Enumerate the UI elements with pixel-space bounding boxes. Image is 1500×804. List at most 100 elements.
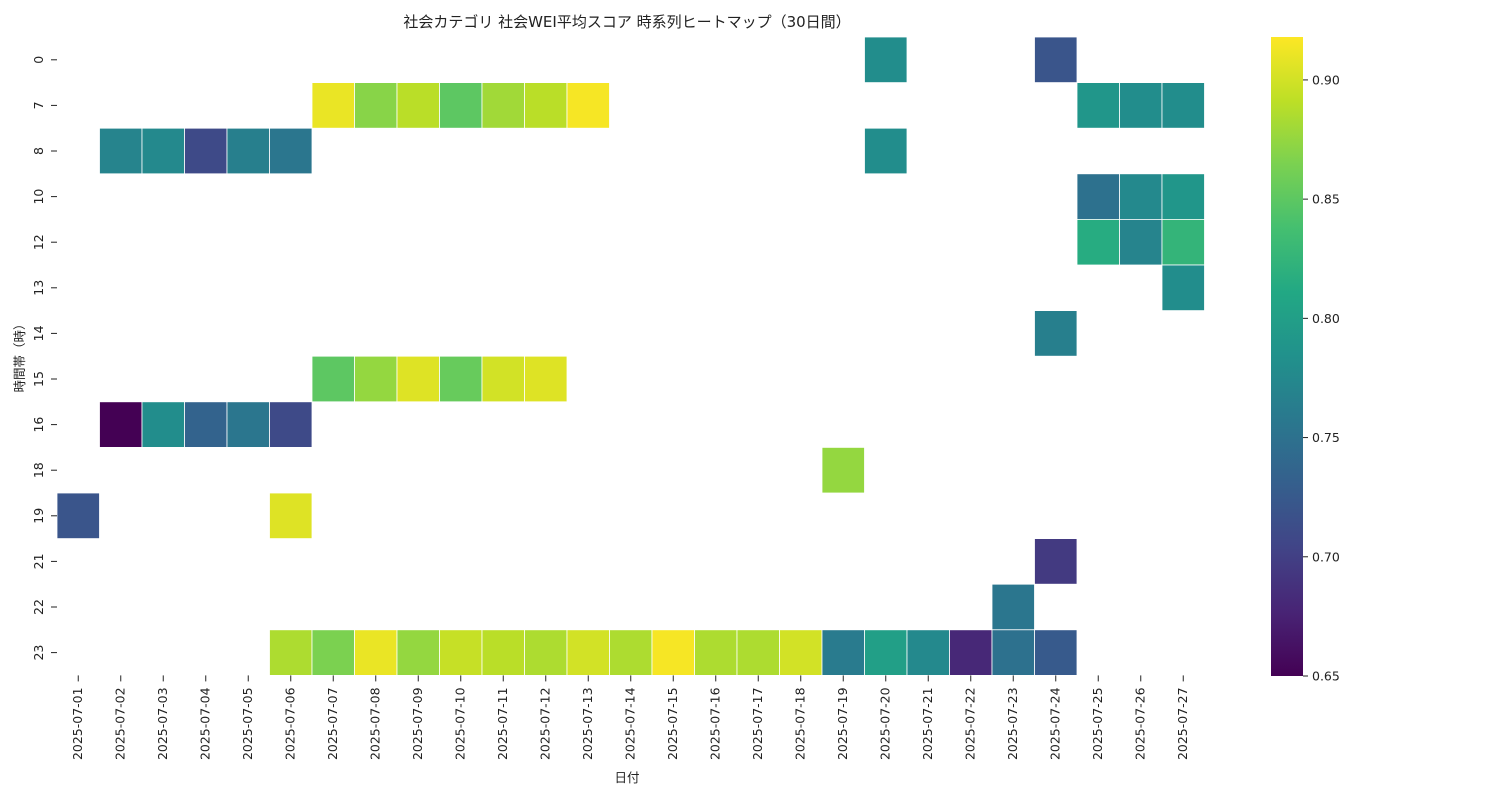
heatmap-cell [311, 355, 355, 403]
x-tick-label: 2025-07-09 [410, 687, 425, 760]
heatmap-cell [184, 401, 228, 448]
heatmap-cell [269, 127, 313, 175]
colorbar-tick-label: 0.90 [1312, 72, 1340, 87]
heatmap-cell [1161, 218, 1205, 266]
heatmap-cell [56, 492, 100, 539]
heatmap-cell [1076, 173, 1120, 220]
heatmap-cell [439, 82, 483, 129]
heatmap-cell [269, 492, 313, 539]
heatmap-cell [1119, 218, 1163, 266]
x-tick-label: 2025-07-02 [113, 687, 128, 760]
heatmap-cell [269, 401, 313, 448]
colorbar-tick-label: 0.70 [1312, 549, 1340, 564]
x-tick-label: 2025-07-12 [538, 687, 553, 760]
heatmap-cell [1034, 629, 1078, 676]
x-tick-label: 2025-07-06 [283, 687, 298, 760]
x-tick-label: 2025-07-15 [665, 687, 680, 760]
heatmap-cell [1119, 82, 1163, 129]
colorbar-tick-label: 0.65 [1312, 669, 1340, 684]
y-tick-label: 18 [31, 462, 46, 478]
x-tick-label: 2025-07-20 [878, 687, 893, 760]
x-axis-label: 日付 [614, 770, 639, 785]
x-tick-label: 2025-07-18 [793, 687, 808, 760]
heatmap-cell [439, 355, 483, 403]
heatmap-cell [481, 629, 525, 676]
x-tick-label: 2025-07-08 [368, 687, 383, 760]
y-tick-label: 23 [31, 645, 46, 661]
x-tick-label: 2025-07-26 [1133, 687, 1148, 760]
y-tick-label: 16 [31, 417, 46, 433]
x-tick-label: 2025-07-23 [1005, 687, 1020, 760]
y-tick-label: 13 [31, 280, 46, 296]
heatmap-cell [779, 629, 823, 676]
heatmap-cell [694, 629, 738, 676]
heatmap-cell [1034, 538, 1078, 585]
x-tick-label: 2025-07-04 [198, 687, 213, 760]
heatmap-cell [396, 355, 440, 403]
heatmap-cell [1076, 82, 1120, 129]
x-tick-label: 2025-07-21 [920, 687, 935, 760]
colorbar-tick-label: 0.85 [1312, 192, 1340, 207]
heatmap-cell [524, 82, 568, 129]
heatmap-cells [56, 36, 1205, 676]
y-tick-label: 7 [31, 101, 46, 109]
colorbar [1271, 37, 1303, 676]
heatmap-cell [1161, 264, 1205, 311]
x-tick-label: 2025-07-14 [623, 687, 638, 760]
x-tick-label: 2025-07-01 [70, 687, 85, 760]
x-tick-label: 2025-07-24 [1048, 687, 1063, 760]
colorbar-tick-label: 0.75 [1312, 430, 1340, 445]
chart-title: 社会カテゴリ 社会WEI平均スコア 時系列ヒートマップ（30日間） [403, 13, 850, 31]
heatmap-cell [481, 82, 525, 129]
y-axis-ticks: 0 7 8 10 12 13 14 15 16 18 19 21 22 23 [31, 56, 57, 661]
heatmap-cell [439, 629, 483, 676]
x-tick-label: 2025-07-10 [453, 687, 468, 760]
heatmap-cell [906, 629, 950, 676]
heatmap-cell [821, 629, 865, 676]
y-axis-label: 時間帯（時） [12, 317, 27, 392]
heatmap-cell [566, 82, 610, 129]
y-tick-label: 19 [31, 508, 46, 524]
heatmap-cell [311, 629, 355, 676]
heatmap-cell [864, 629, 908, 676]
heatmap-cell [1076, 218, 1120, 266]
heatmap-cell [1034, 310, 1078, 357]
heatmap-cell [864, 127, 908, 175]
x-tick-label: 2025-07-19 [835, 687, 850, 760]
y-tick-label: 12 [31, 234, 46, 250]
y-tick-label: 21 [31, 553, 46, 569]
x-tick-label: 2025-07-11 [495, 687, 510, 760]
heatmap-cell [354, 355, 398, 403]
heatmap-cell [524, 355, 568, 403]
heatmap-cell [609, 629, 653, 676]
x-tick-label: 2025-07-03 [155, 687, 170, 760]
heatmap-cell [991, 583, 1035, 631]
x-tick-label: 2025-07-16 [708, 687, 723, 760]
x-tick-label: 2025-07-25 [1090, 687, 1105, 760]
heatmap-cell [949, 629, 993, 676]
x-tick-label: 2025-07-07 [325, 687, 340, 760]
y-tick-label: 8 [31, 147, 46, 155]
heatmap-cell [1034, 36, 1078, 83]
heatmap-cell [481, 355, 525, 403]
heatmap-cell [141, 127, 185, 175]
y-tick-label: 22 [31, 599, 46, 615]
heatmap-cell [396, 629, 440, 676]
x-tick-label: 2025-07-13 [580, 687, 595, 760]
heatmap-cell [991, 629, 1035, 676]
heatmap-cell [141, 401, 185, 448]
x-tick-label: 2025-07-17 [750, 687, 765, 760]
heatmap-cell [184, 127, 228, 175]
heatmap-cell [226, 127, 270, 175]
heatmap-cell [1119, 173, 1163, 220]
y-tick-label: 15 [31, 371, 46, 387]
heatmap-cell [354, 82, 398, 129]
heatmap-cell [354, 629, 398, 676]
heatmap-cell [99, 127, 143, 175]
x-axis-ticks: 2025-07-01 2025-07-02 2025-07-03 2025-07-04… [70, 675, 1190, 760]
y-tick-label: 14 [31, 325, 46, 341]
heatmap-cell [396, 82, 440, 129]
y-tick-label: 10 [31, 189, 46, 205]
heatmap-cell [226, 401, 270, 448]
